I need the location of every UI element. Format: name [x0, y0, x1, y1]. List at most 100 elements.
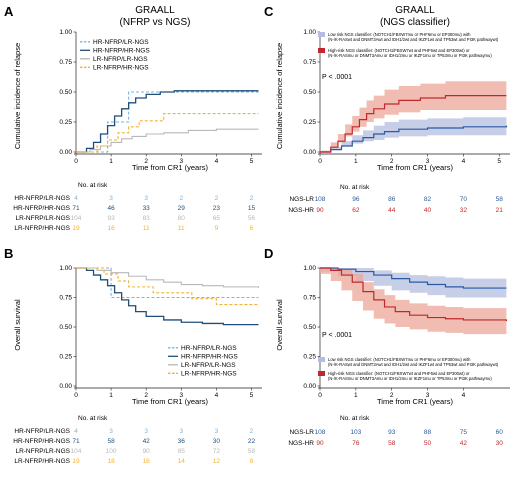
- panel-c-ytick-label: 0.50: [303, 89, 316, 96]
- panel-d-risk-title: No. at risk: [340, 415, 370, 422]
- panel-b-ytick-label: 0.75: [59, 295, 72, 302]
- panel-d-ytick-label: 0.00: [303, 383, 316, 390]
- panel-d-risk-value: 75: [460, 429, 468, 436]
- panel-d-legend-lr-line1: Low risk NGS classifier: (NOTCH1/FBXW7mu…: [328, 357, 471, 362]
- panel-a-curve-hr-nfrp-lr-ngs: [76, 91, 259, 153]
- panel-c: C GRAALL (NGS classifier) 0.000.250.500.…: [264, 4, 510, 214]
- panel-b-risk-title: No. at risk: [78, 415, 108, 422]
- panel-c-curve-ngs-hr: [320, 95, 507, 153]
- panel-b-risk-row-label: HR-NFRP/LR-NGS: [14, 428, 70, 435]
- panel-b-risk-value: 3: [144, 428, 148, 435]
- panel-a-xtick-label: 1: [109, 158, 113, 165]
- panel-a-risk-value: 11: [143, 225, 150, 232]
- panel-d-risk-table: NGS-LR 108 103 93 88 75 60 NGS-HR 90 76 58 50 42 30: [288, 429, 503, 447]
- panel-d-risk-value: 50: [424, 440, 432, 447]
- panel-d-ylabel: Overall survival: [275, 299, 284, 351]
- panel-a-title-line1: GRAALL: [135, 5, 175, 16]
- panel-c-title-line1: GRAALL: [395, 5, 435, 16]
- panel-b-risk-value: 3: [109, 428, 113, 435]
- panel-b-curve-lr-nfrp-lr-ngs: [76, 267, 260, 289]
- panel-b-risk-value: 3: [215, 428, 219, 435]
- panel-c-legend-lr-line2: (N-/K-RASwt and DNMT3Awt and IDH1/2wt an…: [328, 37, 499, 42]
- panel-d-risk-value: 88: [424, 429, 432, 436]
- panel-d-curve-ngs-hr: [320, 267, 508, 322]
- panel-a-risk-value: 2: [179, 195, 183, 202]
- panel-a-risk-value: 33: [143, 205, 151, 212]
- panel-b-risk-value: 42: [143, 438, 151, 445]
- panel-d-risk-value: 76: [352, 440, 360, 447]
- panel-c-ytick-label: 0.75: [303, 59, 316, 66]
- panel-a-risk-value: 71: [72, 205, 80, 212]
- panel-a: A GRAALL (NFRP vs NGS) 0.00 0.25 0.50 0.75 1…: [4, 4, 262, 232]
- panel-c-risk-value: 21: [496, 207, 504, 214]
- panel-a-xtick-label: 3: [179, 158, 183, 165]
- panel-b-risk-value: 16: [143, 458, 151, 465]
- panel-c-xtick-label: 5: [497, 158, 501, 165]
- panel-d-xtick-label: 0: [318, 392, 322, 399]
- panel-c-ytick-label: 0.00: [303, 149, 316, 156]
- panel-b-xtick-label: 2: [144, 392, 148, 399]
- panel-b-xtick-label: 5: [250, 392, 254, 399]
- panel-b-ytick-label: 0.00: [59, 383, 72, 390]
- panel-d-risk-value: 103: [350, 429, 361, 436]
- panel-b-risk-value: 30: [213, 438, 221, 445]
- panel-a-legend-label: HR-NFRP/HR-NGS: [93, 48, 150, 55]
- panel-d-risk-value: 58: [388, 440, 396, 447]
- panel-c-pvalue: P < .0001: [322, 74, 352, 81]
- panel-b-risk-row-label: LR-NFRP/LR-NGS: [15, 448, 70, 455]
- panel-a-risk-value: 80: [178, 215, 186, 222]
- panel-c-risk-table: NGS-LR 108 96 86 82 70 58 NGS-HR 90 62 44 40 32 21: [288, 196, 503, 214]
- panel-c-ci-band-ngs-hr: [320, 81, 507, 152]
- panel-b-risk-value: 12: [213, 458, 221, 465]
- panel-b: B 0.000.250.500.751.000 1 2 3 4 5 Overall sur…: [4, 246, 262, 465]
- panel-a-risk-value: 3: [144, 195, 148, 202]
- panel-b-letter: B: [4, 246, 13, 261]
- panel-b-risk-value: 58: [248, 448, 256, 455]
- panel-a-risk-value: 93: [107, 215, 115, 222]
- panel-a-risk-value: 11: [178, 225, 185, 232]
- panel-a-ytick-label: 0.00: [59, 149, 72, 156]
- panel-d-curve-ngs-lr: [320, 267, 507, 289]
- panel-c-legend-hr-swatch: [318, 48, 325, 53]
- panel-c-xtick-label: 4: [462, 158, 466, 165]
- panel-a-risk-value: 56: [248, 215, 256, 222]
- panel-b-risk-value: 3: [179, 428, 183, 435]
- panel-c-risk-value: 108: [315, 196, 326, 203]
- panel-d-risk-value: 90: [316, 440, 324, 447]
- panel-d-xtick-label: 4: [462, 392, 466, 399]
- panel-c-risk-value: 58: [496, 196, 504, 203]
- panel-a-ytick-label: 0.50: [59, 89, 72, 96]
- panel-d-plot: 0.00 0.25 0.50 0.75 1.00 0 1 2 3 4: [303, 265, 510, 399]
- panel-b-risk-table: HR-NFRP/LR-NGS 4 3 3 3 3 2 HR-NFRP/HR-NGS 71 58 42…: [13, 428, 255, 465]
- panel-d-risk-value: 30: [496, 440, 504, 447]
- panel-d-risk-value: 108: [315, 429, 326, 436]
- panel-a-risk-row-label: LR-NFRP/HR-NGS: [14, 225, 70, 232]
- panel-d-pvalue: P < .0001: [322, 332, 352, 339]
- panel-c-legend-hr-line1: High-risk NGS classifier: (NOTCH1/FBXW7w…: [328, 48, 470, 53]
- panel-c-xtick-label: 0: [318, 158, 322, 165]
- panel-a-risk-value: 23: [213, 205, 221, 212]
- panel-c-curve-ngs-lr: [320, 125, 508, 153]
- panel-a-legend-label: LR-NFRP/LR-NGS: [93, 56, 148, 63]
- panel-a-risk-value: 2: [250, 195, 254, 202]
- panel-a-risk-value: 46: [107, 205, 115, 212]
- panel-b-risk-value: 18: [107, 458, 115, 465]
- panel-a-title-line2: (NFRP vs NGS): [120, 17, 191, 28]
- panel-d-risk-row-label: NGS-HR: [288, 440, 314, 447]
- panel-a-risk-value: 19: [72, 225, 80, 232]
- panel-b-risk-value: 14: [178, 458, 186, 465]
- panel-c-risk-value: 44: [388, 207, 396, 214]
- panel-d-risk-value: 93: [388, 429, 396, 436]
- panel-a-risk-value: 6: [250, 225, 254, 232]
- panel-a-ytick-label: 0.75: [59, 59, 72, 66]
- panel-d-ci-band-ngs-hr: [320, 268, 507, 335]
- panel-a-risk-title: No. at risk: [78, 182, 108, 189]
- panel-a-xtick-label: 5: [250, 158, 254, 165]
- panel-b-ylabel: Overall survival: [13, 299, 22, 351]
- panel-c-ytick-label: 1.00: [303, 29, 316, 36]
- panel-a-risk-value: 83: [143, 215, 151, 222]
- panel-c-xlabel: Time from CR1 (years): [377, 163, 453, 172]
- panel-d-xlabel: Time from CR1 (years): [377, 397, 453, 406]
- panel-d: D 0.00 0.25 0.50 0.75 1.00 0 1 2 3 4 Overall surv…: [264, 246, 510, 447]
- panel-c-risk-value: 82: [424, 196, 432, 203]
